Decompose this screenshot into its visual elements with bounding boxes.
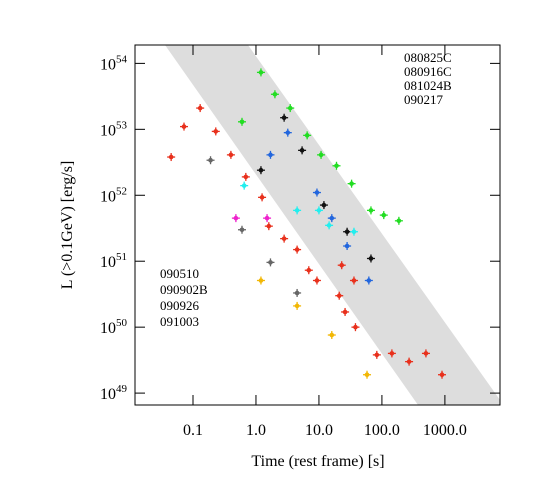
legend-label: 090902B xyxy=(160,282,208,297)
point xyxy=(423,351,429,356)
point xyxy=(389,351,395,356)
point xyxy=(329,332,335,338)
y-tick-label: 1052 xyxy=(100,185,127,205)
point xyxy=(241,183,247,188)
point xyxy=(299,148,305,153)
point xyxy=(329,215,335,221)
legend-label: 080825C xyxy=(404,50,452,65)
point xyxy=(366,278,372,283)
point xyxy=(259,195,265,200)
point xyxy=(326,223,332,228)
point xyxy=(228,152,234,158)
point xyxy=(281,236,287,241)
plot-frame xyxy=(134,44,501,406)
point xyxy=(353,324,358,330)
point xyxy=(268,152,273,158)
point xyxy=(294,290,300,296)
legend-label: 091003 xyxy=(160,314,199,329)
point xyxy=(258,70,264,75)
y-tick-label: 1051 xyxy=(100,251,127,271)
point xyxy=(272,91,278,97)
y-axis-title: L (>0.1GeV) [erg/s] xyxy=(59,161,76,290)
point xyxy=(351,278,357,283)
legend-label: 090217 xyxy=(404,92,444,107)
point xyxy=(268,260,273,265)
y-tick-label: 1049 xyxy=(100,383,128,403)
point xyxy=(381,212,387,218)
point xyxy=(321,202,327,208)
point xyxy=(168,154,174,160)
point xyxy=(285,130,291,135)
legend-label: 090926 xyxy=(160,298,200,313)
point xyxy=(374,352,380,358)
point xyxy=(342,309,348,315)
x-tick-label: 10.0 xyxy=(305,422,333,439)
point xyxy=(314,190,320,195)
point xyxy=(258,167,264,173)
point xyxy=(213,129,219,134)
point xyxy=(181,124,187,129)
point xyxy=(344,229,350,235)
point xyxy=(439,372,445,378)
point xyxy=(334,163,339,169)
point xyxy=(406,359,412,364)
point xyxy=(351,229,357,235)
point xyxy=(368,256,374,261)
point xyxy=(281,115,287,121)
point xyxy=(314,278,320,283)
point xyxy=(339,262,345,268)
point xyxy=(349,181,354,186)
point xyxy=(294,208,300,213)
point xyxy=(264,215,270,221)
legend-label: 090510 xyxy=(160,266,199,281)
point xyxy=(233,215,239,221)
point xyxy=(396,218,402,224)
point xyxy=(316,208,322,213)
y-tick-label: 1054 xyxy=(100,53,128,73)
point xyxy=(266,223,272,229)
point xyxy=(368,208,374,213)
point xyxy=(239,119,245,125)
point xyxy=(318,152,324,158)
legend-label: 081024B xyxy=(404,78,452,93)
point xyxy=(294,303,300,309)
point xyxy=(258,278,264,283)
point xyxy=(344,243,350,249)
x-axis-title: Time (rest frame) [s] xyxy=(251,453,384,470)
point xyxy=(306,267,312,273)
x-tick-label: 100.0 xyxy=(364,422,400,439)
x-tick-label: 1000.0 xyxy=(423,422,467,439)
point xyxy=(364,372,370,378)
point xyxy=(243,174,249,180)
y-tick-label: 1050 xyxy=(100,317,128,337)
point xyxy=(239,227,245,233)
point xyxy=(336,293,342,298)
point xyxy=(304,133,310,138)
x-tick-label: 0.1 xyxy=(183,422,203,439)
point xyxy=(197,105,203,111)
point xyxy=(294,247,300,252)
y-tick-label: 1053 xyxy=(100,119,128,139)
point xyxy=(287,105,293,111)
point xyxy=(208,157,213,163)
x-tick-label: 1.0 xyxy=(246,422,266,439)
legend-label: 080916C xyxy=(404,64,452,79)
